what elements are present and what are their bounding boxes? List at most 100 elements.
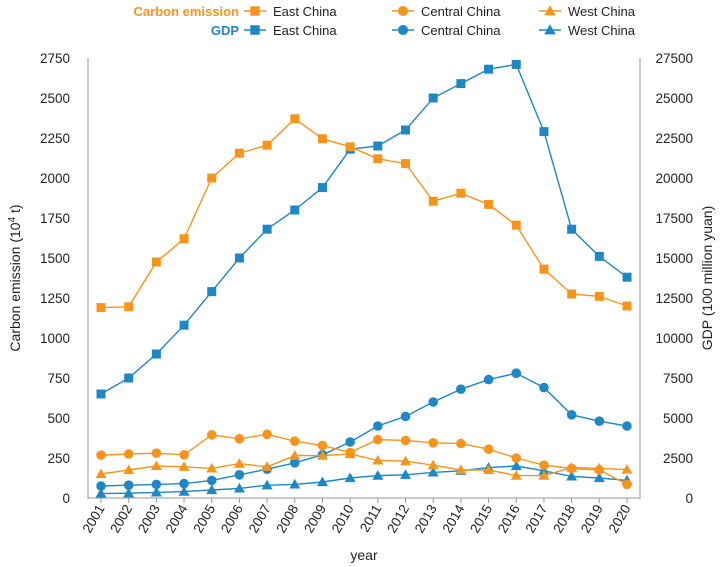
x-tick-label: 2002 (107, 502, 135, 536)
data-point-square (234, 148, 244, 158)
x-tick-label: 2012 (384, 502, 412, 536)
x-tick-label: 2016 (495, 502, 523, 536)
data-point-circle (594, 416, 605, 427)
legend-item-gdp-triangle: West China (539, 23, 636, 38)
data-point-circle (511, 368, 522, 379)
right-tick-label: 17500 (655, 211, 693, 226)
series-line (100, 465, 628, 495)
data-point-triangle (206, 462, 218, 473)
legend-entry-label: East China (273, 23, 337, 38)
data-point-square (234, 253, 244, 263)
x-tick-label: 2006 (218, 502, 246, 536)
data-point-triangle (372, 454, 384, 465)
data-point-square (207, 173, 217, 183)
series-carbon-emission-west-china (95, 448, 633, 480)
data-point-square (484, 64, 494, 74)
legend: Carbon emission GDP East China Central Ch… (134, 4, 636, 38)
data-point-circle (400, 435, 411, 446)
right-tick-label: 25000 (655, 91, 693, 106)
plot-area (87, 58, 641, 499)
data-point-square (456, 188, 466, 198)
data-point-circle (262, 429, 272, 440)
x-tick-label: 2018 (550, 502, 578, 536)
data-point-square (567, 224, 577, 234)
data-point-circle (206, 475, 217, 486)
legend-item-carbon-square: East China (244, 4, 337, 19)
data-point-triangle (510, 470, 522, 480)
data-point-circle (151, 448, 162, 459)
series-line (100, 453, 628, 477)
data-point-square (262, 224, 272, 234)
legend-item-carbon-triangle: West China (539, 4, 636, 19)
data-point-circle (289, 436, 300, 447)
legend-entry-label: West China (568, 23, 636, 38)
right-tick-label: 7500 (663, 371, 693, 386)
x-tick-label: 2003 (135, 502, 163, 536)
data-point-square (456, 79, 466, 89)
data-point-circle (566, 410, 577, 420)
legend-entry-label: West China (568, 4, 636, 19)
data-point-square (401, 125, 411, 135)
legend-marker-triangle (544, 24, 556, 35)
data-point-triangle (261, 461, 273, 471)
data-point-triangle (178, 486, 190, 496)
data-point-triangle (427, 466, 439, 477)
x-tick-label: 2004 (163, 502, 191, 536)
series-carbon-emission-central-china (96, 429, 632, 490)
data-point-square (290, 205, 300, 215)
data-point-circle (234, 434, 245, 444)
x-tick-label: 2013 (412, 502, 440, 536)
data-point-circle (345, 437, 355, 447)
x-tick-label: 2015 (467, 502, 495, 536)
x-tick-label: 2011 (357, 502, 385, 535)
legend-marker-square (250, 6, 260, 16)
left-tick-label: 1750 (40, 211, 70, 226)
x-tick-label: 2017 (523, 502, 551, 536)
left-tick-label: 250 (47, 451, 70, 466)
x-tick-label: 2010 (329, 502, 357, 536)
data-point-triangle (289, 450, 301, 460)
data-point-triangle (483, 464, 495, 475)
left-tick-label: 1000 (40, 331, 70, 346)
legend-item-gdp-square: East China (244, 23, 337, 38)
data-point-square (345, 142, 355, 152)
data-point-square (317, 183, 327, 193)
left-tick-label: 1500 (40, 251, 70, 266)
legend-marker-triangle (544, 5, 556, 16)
data-point-triangle (206, 484, 218, 495)
legend-gdp-label: GDP (211, 23, 240, 38)
data-point-circle (428, 397, 439, 407)
legend-item-gdp-circle: Central China (392, 23, 501, 38)
data-point-triangle (123, 487, 135, 498)
data-point-triangle (455, 464, 467, 475)
data-point-circle (123, 480, 134, 491)
data-point-triangle (427, 459, 439, 470)
legend-entry-label: East China (273, 4, 337, 19)
data-point-square (428, 196, 438, 206)
data-point-square (511, 59, 521, 69)
x-axis-title: year (350, 547, 378, 563)
x-tick-label: 2007 (246, 502, 274, 536)
data-point-triangle (178, 461, 190, 471)
data-point-triangle (123, 464, 135, 475)
data-point-square (373, 141, 383, 151)
data-point-triangle (566, 462, 578, 472)
data-point-circle (179, 478, 189, 489)
series-gdp-east-china (96, 59, 632, 399)
data-point-triangle (621, 464, 633, 474)
data-point-circle (456, 384, 466, 395)
data-point-square (622, 301, 632, 311)
data-point-circle (456, 438, 466, 449)
data-point-square (317, 134, 327, 144)
data-point-square (151, 257, 161, 267)
x-tick-label: 2001 (80, 502, 108, 536)
data-point-triangle (538, 470, 550, 480)
left-axis-title-superscript: 4 (7, 216, 18, 222)
data-point-triangle (593, 462, 605, 473)
data-point-triangle (344, 472, 356, 483)
right-tick-label: 10000 (655, 331, 693, 346)
right-tick-label: 2500 (663, 451, 693, 466)
data-point-square (290, 114, 300, 124)
data-point-square (594, 251, 604, 261)
data-point-square (207, 287, 217, 297)
